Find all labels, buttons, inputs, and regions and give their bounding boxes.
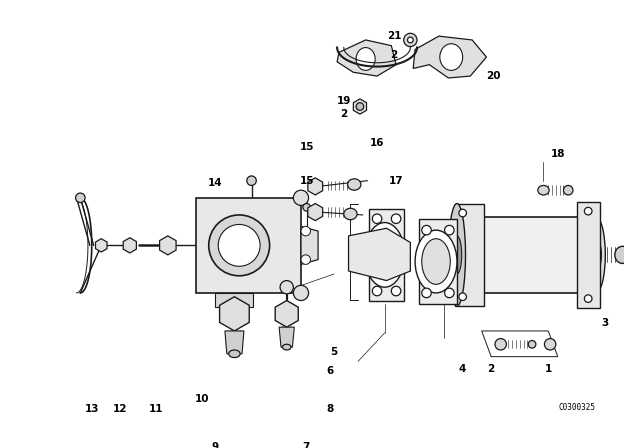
Ellipse shape [440,44,463,70]
Ellipse shape [586,217,605,293]
Text: 1: 1 [545,364,552,374]
Polygon shape [279,327,294,347]
Polygon shape [225,331,244,354]
Ellipse shape [593,245,598,265]
Ellipse shape [563,185,573,195]
Polygon shape [419,219,457,304]
Polygon shape [455,203,484,306]
Text: 4: 4 [459,364,467,374]
Ellipse shape [371,230,399,280]
Ellipse shape [293,285,308,301]
Circle shape [301,226,310,236]
Text: 10: 10 [195,394,209,405]
Ellipse shape [344,208,357,220]
Text: 9: 9 [212,442,219,448]
Text: 12: 12 [113,404,127,414]
Ellipse shape [293,190,308,206]
Circle shape [372,286,382,296]
Text: 18: 18 [550,149,565,159]
Text: 3: 3 [602,319,609,328]
Polygon shape [577,202,600,308]
Ellipse shape [449,203,465,306]
Text: 13: 13 [84,404,99,414]
Text: 16: 16 [370,138,384,148]
Text: 8: 8 [326,404,333,414]
Circle shape [301,255,310,264]
Circle shape [422,288,431,297]
Ellipse shape [228,350,240,358]
Text: 20: 20 [486,71,500,81]
Circle shape [459,293,467,301]
Polygon shape [369,209,404,301]
Polygon shape [301,226,318,264]
Polygon shape [95,239,107,252]
Text: 15: 15 [300,142,314,152]
Text: 15: 15 [300,176,314,185]
Polygon shape [308,178,323,195]
Ellipse shape [538,185,549,195]
Polygon shape [220,297,249,331]
Circle shape [76,193,85,202]
Circle shape [356,103,364,110]
Ellipse shape [415,230,457,293]
Circle shape [422,225,431,235]
Circle shape [459,209,467,217]
Text: 21: 21 [387,31,401,41]
Circle shape [218,224,260,266]
Text: 7: 7 [302,442,309,448]
Circle shape [445,225,454,235]
Polygon shape [337,40,396,76]
Circle shape [584,207,592,215]
Polygon shape [124,238,136,253]
Ellipse shape [528,340,536,348]
Polygon shape [353,99,367,114]
Circle shape [247,176,256,185]
Polygon shape [216,293,253,307]
Text: 11: 11 [149,404,164,414]
Circle shape [404,33,417,47]
Circle shape [391,286,401,296]
Circle shape [408,37,413,43]
Circle shape [495,339,506,350]
Circle shape [280,280,293,294]
Circle shape [303,203,310,211]
Text: 6: 6 [326,366,333,376]
Ellipse shape [365,223,404,287]
Ellipse shape [356,47,375,70]
Circle shape [445,288,454,297]
Ellipse shape [590,238,602,271]
Text: 2: 2 [488,364,495,374]
Polygon shape [308,203,323,220]
Text: 14: 14 [208,177,223,188]
Ellipse shape [348,179,361,190]
Text: 2: 2 [390,50,398,60]
Circle shape [391,214,401,224]
Polygon shape [196,198,301,293]
Text: 2: 2 [340,109,348,119]
Text: 19: 19 [337,96,351,106]
Polygon shape [349,228,410,280]
Text: 17: 17 [388,176,403,185]
Polygon shape [275,301,298,327]
Polygon shape [159,236,176,255]
Ellipse shape [615,246,630,263]
Polygon shape [413,36,486,78]
Circle shape [545,339,556,350]
Ellipse shape [452,236,461,274]
Circle shape [209,215,269,276]
Text: 5: 5 [331,347,338,357]
Ellipse shape [282,344,291,350]
Circle shape [584,295,592,302]
Ellipse shape [422,239,451,284]
Text: C0300325: C0300325 [558,403,595,412]
Polygon shape [482,217,596,293]
Circle shape [372,214,382,224]
